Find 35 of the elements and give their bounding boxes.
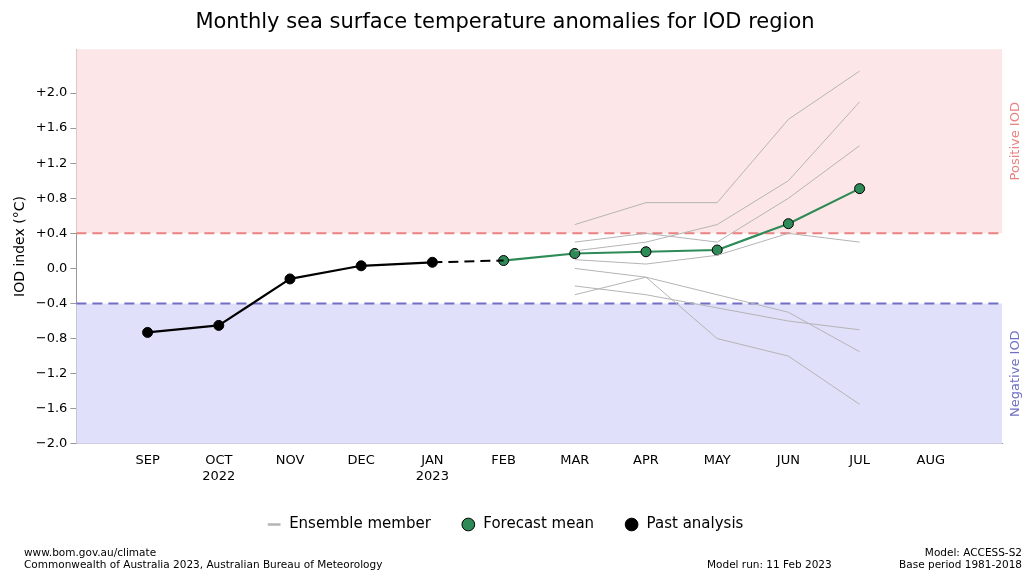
y-tick-label: +2.0 <box>35 84 68 100</box>
band-label: Negative IOD <box>1007 330 1023 417</box>
band-label: Positive IOD <box>1007 102 1023 181</box>
text: Commonwealth of Australia 2023, Australian Bureau of Meteorology <box>24 558 383 570</box>
text: Model run: 11 Feb 2023 <box>707 558 832 570</box>
x-tick-label: SEP <box>135 451 160 467</box>
y-tick-label: −0.4 <box>35 294 68 310</box>
chart-title: Monthly sea surface temperature anomalies for IOD region <box>195 9 815 34</box>
x-tick-label: FEB <box>491 451 516 467</box>
y-tick-label: −1.2 <box>35 365 68 381</box>
y-tick-label: +1.2 <box>35 154 68 170</box>
legend-label: Ensemble member <box>289 514 432 533</box>
y-tick-label: +1.6 <box>35 119 68 135</box>
legend-label: Past analysis <box>646 514 744 533</box>
legend-label: Forecast mean <box>483 514 595 533</box>
x-tick-label: AUG <box>916 451 946 467</box>
y-tick-label: +0.4 <box>35 224 68 240</box>
y-tick-label: −0.8 <box>35 329 68 345</box>
x-tick-label: MAR <box>560 451 590 467</box>
text: www.bom.gov.au/climate <box>24 546 157 558</box>
text: Model: ACCESS-S2 <box>924 546 1022 558</box>
x-tick-label: DEC <box>347 451 375 467</box>
x-tick-label: NOV <box>275 451 305 467</box>
x-tick-label: JAN 2023 <box>415 451 449 483</box>
x-tick-label: JUL <box>848 451 871 467</box>
text: Base period 1981-2018 <box>899 558 1022 570</box>
x-tick-label: MAY <box>703 451 731 467</box>
y-axis-title: IOD index (°C) <box>11 196 28 297</box>
x-tick-label: JUN <box>775 451 800 467</box>
y-tick-label: −2.0 <box>35 435 68 451</box>
y-tick-label: −1.6 <box>35 400 68 416</box>
x-tick-label: OCT 2022 <box>202 451 236 483</box>
x-tick-label: APR <box>633 451 659 467</box>
y-tick-label: +0.8 <box>35 189 68 205</box>
y-tick-label: 0.0 <box>46 259 68 275</box>
